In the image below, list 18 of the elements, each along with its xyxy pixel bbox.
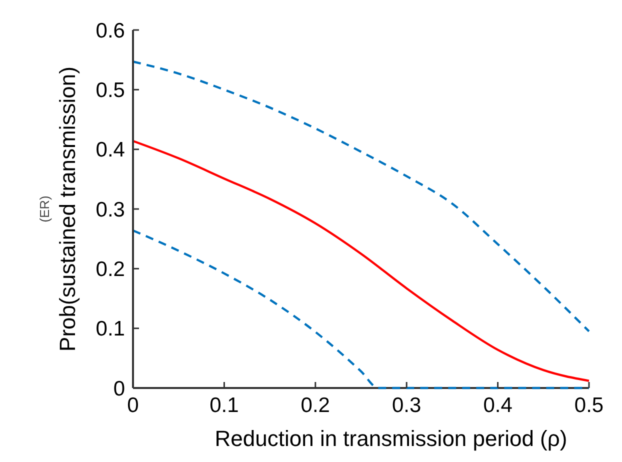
x-tick-label: 0.2 <box>300 394 330 417</box>
y-tick-label: 0.3 <box>96 198 125 222</box>
line-series <box>132 60 590 332</box>
y-tick-label: 0.1 <box>96 318 125 341</box>
x-tick-label: 0.1 <box>210 394 239 417</box>
x-axis-title: Reduction in transmission period (ρ) <box>214 426 568 451</box>
text: (ER) <box>37 196 52 222</box>
y-tick-label: 0 <box>113 377 125 400</box>
y-tick-label: 0.6 <box>96 19 125 42</box>
y-tick-label: 0.4 <box>96 138 126 162</box>
y-tick-label: 0.5 <box>96 79 125 102</box>
y-tick-label: 0.2 <box>96 258 125 282</box>
x-tick-label: 0.4 <box>483 394 513 417</box>
x-tick-label: 0 <box>127 394 139 417</box>
line-series <box>132 140 590 382</box>
y-axis-title: Prob(sustained transmission) <box>55 66 80 352</box>
x-tick-label: 0.3 <box>392 394 422 417</box>
x-tick-label: 0.5 <box>574 394 604 417</box>
